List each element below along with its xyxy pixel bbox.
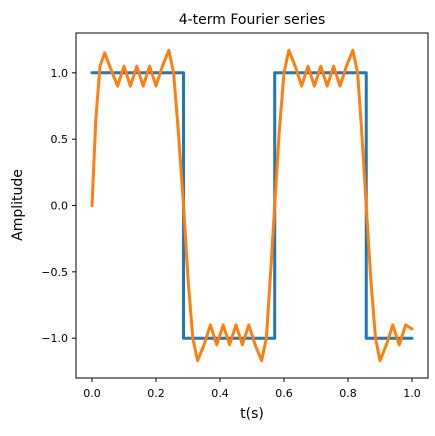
x-tick-label: 0.2 [147,387,165,400]
y-tick-label: 1.0 [51,67,69,80]
y-tick-label: 0.5 [51,133,69,146]
x-axis-label: t(s) [240,406,264,422]
y-tick-label: −0.5 [41,266,68,279]
x-tick-label: 0.8 [339,387,357,400]
series-line-1 [90,48,414,363]
chart-title: 4-term Fourier series [179,12,326,28]
plot-area [90,48,414,363]
y-tick-label: −1.0 [41,332,68,345]
x-axis: 0.0 0.2 0.4 0.6 0.8 1.0 [83,378,421,400]
y-axis: −1.0 −0.5 0.0 0.5 1.0 [41,67,76,345]
y-axis-label: Amplitude [10,169,26,241]
x-tick-label: 1.0 [403,387,421,400]
x-tick-label: 0.0 [83,387,101,400]
x-tick-label: 0.4 [211,387,229,400]
series-line-0 [90,71,414,340]
y-tick-label: 0.0 [51,200,69,213]
x-tick-label: 0.6 [275,387,293,400]
